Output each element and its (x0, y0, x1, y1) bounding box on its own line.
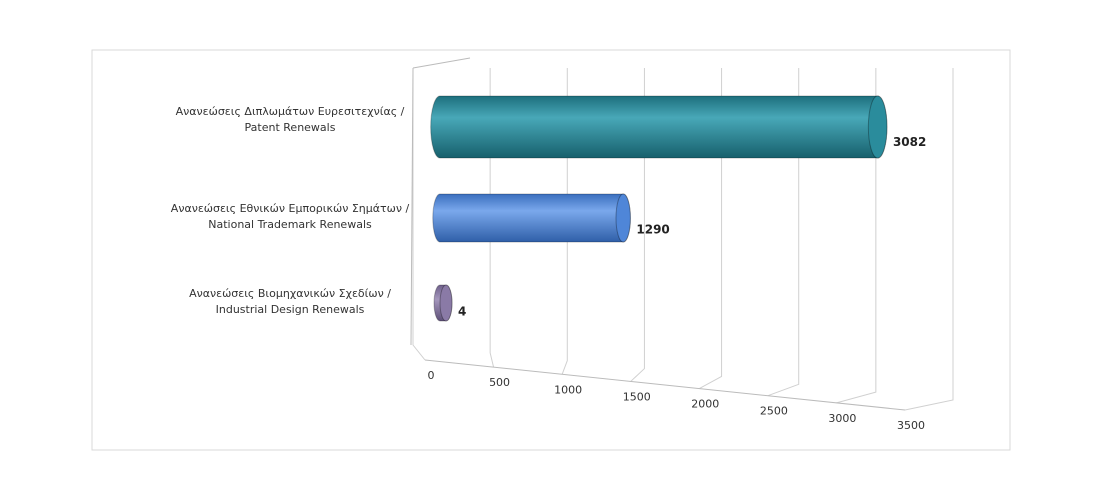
bar-cap (867, 95, 888, 159)
value-label: 3082 (893, 135, 926, 149)
y-tick-label: Ανανεώσεις Εθνικών Εμπορικών Σημάτων / (171, 202, 410, 215)
x-tick-label: 2500 (760, 405, 788, 418)
bar-cap (615, 193, 631, 243)
x-tick-label: 2000 (691, 398, 719, 411)
bar (432, 193, 631, 243)
grid-line (630, 68, 645, 382)
grid-line (412, 68, 426, 361)
grid-line (904, 68, 954, 411)
x-tick-label: 1000 (554, 383, 582, 396)
y-tick-label: National Trademark Renewals (208, 218, 372, 231)
axis-line (424, 359, 906, 411)
y-tick-label: Industrial Design Renewals (216, 303, 365, 316)
axis-line (412, 57, 471, 69)
y-tick-label: Ανανεώσεις Διπλωμάτων Ευρεσιτεχνίας / (176, 105, 405, 118)
grid-line (767, 68, 800, 397)
grid-line (836, 68, 877, 404)
bar-cap (439, 284, 453, 322)
grid-line (561, 68, 568, 375)
x-tick-label: 1500 (623, 390, 651, 403)
axis-line (410, 67, 414, 346)
y-tick-label: Ανανεώσεις Βιομηχανικών Σχεδίων / (189, 287, 391, 300)
x-tick-label: 3500 (897, 419, 925, 432)
grid-line (489, 68, 495, 368)
value-label: 1290 (636, 223, 669, 237)
value-label: 4 (458, 305, 466, 319)
y-tick-label: Patent Renewals (245, 121, 336, 134)
bar (430, 95, 888, 159)
x-tick-label: 3000 (828, 412, 856, 425)
x-tick-label: 0 (428, 369, 435, 382)
grid-line (699, 68, 723, 390)
chart-frame (91, 49, 1011, 451)
x-tick-label: 500 (489, 376, 510, 389)
